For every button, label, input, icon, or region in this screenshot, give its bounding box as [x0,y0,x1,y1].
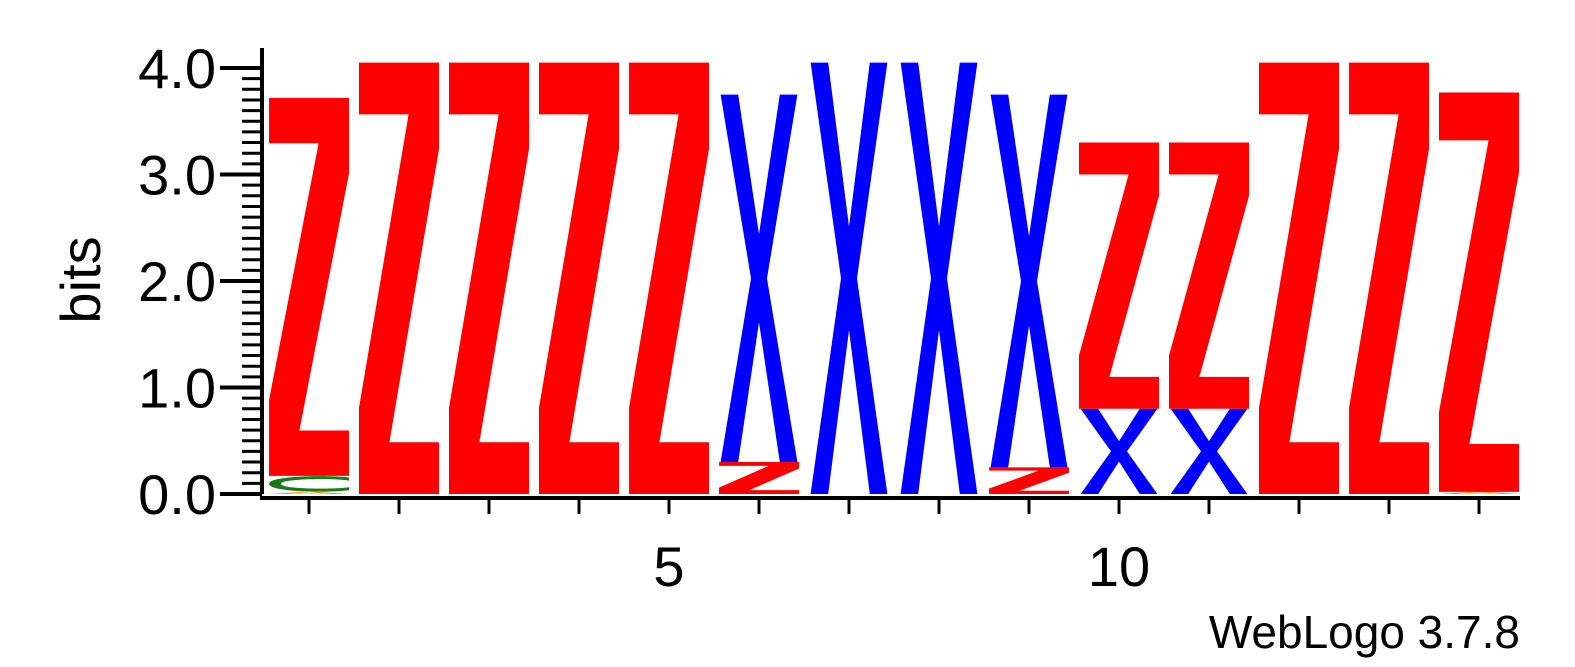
glyph-z-pos-14 [1439,92,1519,492]
y-tick-label: 2.0 [138,250,216,313]
glyph-z-pos-11 [1169,142,1249,409]
logo-position-8 [900,62,978,495]
logo-position-11 [1169,142,1249,494]
glyph-z-pos-6 [719,462,799,494]
logo-position-13 [1349,62,1429,495]
y-axis: 0.0 1.0 2.0 3.0 4.0 [138,37,264,526]
glyph-x-pos-9 [990,94,1068,468]
glyph-x-pos-8 [900,62,978,495]
logo-position-4 [539,62,619,495]
glyph-x-pos-6 [720,94,798,463]
logo-position-10 [1079,142,1159,494]
glyph-z-pos-9 [989,467,1069,494]
glyph-z-pos-5 [629,62,709,495]
glyph-a-pos-14 [1439,491,1519,494]
y-tick-label: 0.0 [138,463,216,526]
glyph-a-pos-1 [269,491,349,494]
x-tick-label: 10 [1088,535,1150,598]
logo-position-7 [810,62,888,495]
glyph-z-pos-4 [539,62,619,495]
glyph-x-pos-7 [810,62,888,495]
y-tick-label: 4.0 [138,37,216,100]
logo-position-5 [629,62,709,495]
glyph-z-pos-2 [359,62,439,495]
glyph-z-pos-13 [1349,62,1429,495]
logo-position-3 [449,62,529,495]
glyph-z-pos-1 [269,97,349,476]
logo-position-9 [989,94,1069,494]
y-tick-label: 1.0 [138,357,216,420]
x-tick-label: 5 [653,535,684,598]
x-axis: 5 10 [260,496,1520,598]
glyph-z-pos-12 [1259,62,1339,495]
y-axis-label: bits [49,236,112,323]
logo-position-6 [719,94,799,494]
glyph-z-pos-3 [449,62,529,495]
glyph-x-pos-11 [1170,408,1248,494]
logo-stacks [269,62,1519,495]
logo-position-14 [1439,92,1519,494]
glyph-x-pos-10 [1080,408,1158,494]
y-tick-label: 3.0 [138,144,216,207]
logo-position-1 [269,97,349,494]
weblogo-credit: WebLogo 3.7.8 [1209,606,1520,658]
glyph-c-pos-1 [269,476,349,492]
glyph-z-pos-10 [1079,142,1159,409]
logo-position-12 [1259,62,1339,495]
logo-position-2 [359,62,439,495]
